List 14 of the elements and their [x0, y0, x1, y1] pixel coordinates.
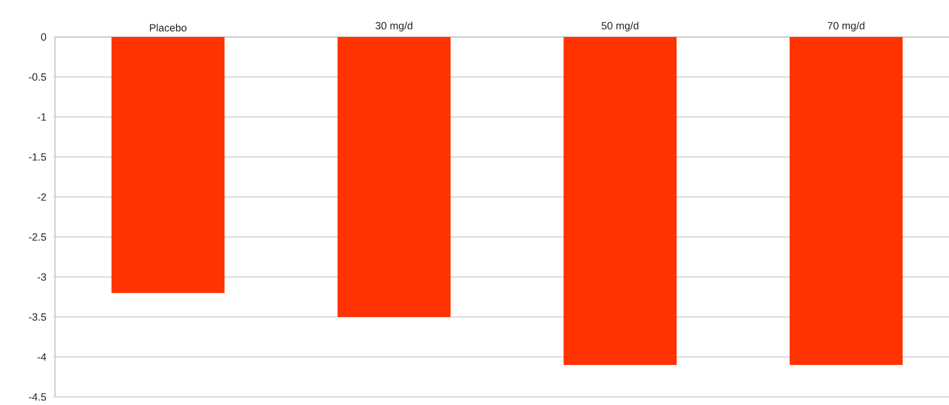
y-tick-label: -4.5 [28, 393, 46, 401]
x-tick-label: 50 mg/d [602, 22, 638, 32]
x-tick-label: 30 mg/d [376, 22, 412, 32]
y-tick-label: -4 [38, 353, 46, 361]
y-tick-label: -2.5 [28, 233, 46, 241]
y-tick-label: 0 [41, 33, 46, 41]
y-tick-label: -2 [38, 193, 46, 201]
y-tick-label: -1 [38, 113, 46, 121]
x-tick-label: Placebo [150, 24, 186, 32]
y-tick-label: -3 [38, 273, 46, 281]
y-tick-label: -0.5 [28, 73, 46, 81]
y-tick-label: -3.5 [28, 313, 46, 321]
x-tick-label: 70 mg/d [828, 22, 864, 32]
y-tick-label: -1.5 [28, 153, 46, 161]
